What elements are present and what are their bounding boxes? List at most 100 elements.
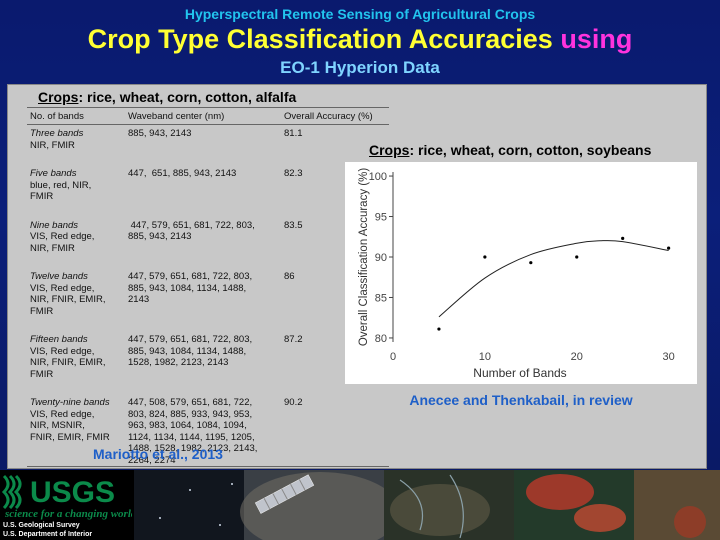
bands-table-body: Three bands NIR, FMIR 885, 943, 2143 81.1 Fi… bbox=[27, 125, 389, 467]
usgs-line-1: U.S. Geological Survey bbox=[3, 522, 80, 529]
band-regions: NIR, FMIR bbox=[30, 242, 75, 254]
right-citation: Anecee and Thenkabail, in review bbox=[409, 392, 633, 408]
band-regions: VIS, Red edge, bbox=[30, 345, 95, 357]
band-count: Three bands bbox=[30, 128, 84, 139]
waveband-line: 2264, 2274 bbox=[128, 454, 176, 466]
cell-waveband: 447, 508, 579, 651, 681, 722, 803, 824, 8… bbox=[125, 394, 281, 467]
left-citation: Mariotto et al., 2013 bbox=[93, 446, 223, 462]
footer-satellite-imagery bbox=[134, 470, 720, 540]
x-axis-label: Number of Bands bbox=[473, 366, 566, 380]
waveband-line: 885, 943, 2143 bbox=[128, 128, 192, 139]
table-row: Twenty-nine bands VIS, Red edge, NIR, MSNI… bbox=[27, 394, 389, 467]
cell-bands: Nine bands VIS, Red edge, NIR, FMIR bbox=[27, 217, 125, 269]
cell-waveband: 885, 943, 2143 bbox=[125, 125, 281, 166]
band-regions: FMIR bbox=[30, 368, 54, 380]
usgs-block: USGS science for a changing world U.S. G… bbox=[0, 470, 134, 540]
band-count: Nine bands bbox=[30, 219, 79, 231]
right-crops-list: : rice, wheat, corn, cotton, soybeans bbox=[409, 142, 652, 158]
y-tick-label: 90 bbox=[375, 252, 387, 264]
data-point bbox=[621, 236, 625, 240]
data-point bbox=[437, 327, 441, 331]
bands-table: No. of bands Waveband center (nm) Overal… bbox=[27, 107, 389, 467]
waveband-line: 1488, 1528, 1982, 2123, 2143, bbox=[128, 443, 258, 454]
right-crops-label: Crops bbox=[369, 142, 410, 158]
main-title: Crop Type Classification Accuracies usin… bbox=[0, 24, 720, 55]
left-crops-heading: Crops: rice, wheat, corn, cotton, alfalf… bbox=[38, 89, 296, 105]
waveband-line: 1124, 1134, 1144, 1195, 1205, bbox=[128, 431, 255, 443]
band-regions: blue, red, NIR, bbox=[30, 179, 92, 191]
waveband-line: 447, 579, 651, 681, 722, 803, bbox=[128, 334, 253, 345]
waveband-line: 885, 943, 1084, 1134, 1488, bbox=[128, 282, 247, 294]
table-row: Twelve bands VIS, Red edge, NIR, FNIR, EMI… bbox=[27, 268, 389, 331]
band-count: Five bands bbox=[30, 168, 77, 179]
left-crops-list: : rice, wheat, corn, cotton, alfalfa bbox=[78, 89, 297, 105]
cell-bands: Twenty-nine bands VIS, Red edge, NIR, MSNI… bbox=[27, 394, 125, 467]
x-tick-label: 20 bbox=[571, 351, 583, 363]
band-count: Fifteen bands bbox=[30, 334, 88, 345]
band-regions: FMIR bbox=[30, 305, 54, 317]
band-count: Twenty-nine bands bbox=[30, 397, 110, 408]
chart-container: 80 85 90 95 100 0 10 20 30 Number of Bands Overall… bbox=[345, 162, 697, 384]
table-row: Five bands blue, red, NIR, FMIR 447, 651, 8… bbox=[27, 165, 389, 217]
y-tick-label: 80 bbox=[375, 333, 387, 345]
y-tick-label: 85 bbox=[375, 292, 387, 304]
data-point bbox=[529, 261, 533, 265]
waveband-line: 885, 943, 1084, 1134, 1488, bbox=[128, 345, 247, 357]
left-crops-label: Crops bbox=[38, 89, 79, 105]
cell-waveband: 447, 651, 885, 943, 2143 bbox=[125, 165, 281, 217]
cell-waveband: 447, 579, 651, 681, 722, 803, 885, 943, 1… bbox=[125, 268, 281, 331]
x-tick-label: 0 bbox=[390, 351, 396, 363]
band-regions: NIR, FNIR, EMIR, bbox=[30, 357, 106, 368]
waveband-line: 803, 824, 885, 933, 943, 953, bbox=[128, 408, 253, 420]
cell-bands: Three bands NIR, FMIR bbox=[27, 125, 125, 166]
main-title-highlight: using bbox=[560, 24, 633, 54]
top-title: Hyperspectral Remote Sensing of Agricult… bbox=[184, 6, 536, 22]
data-point bbox=[667, 246, 671, 250]
cell-accuracy: 86 bbox=[284, 271, 295, 282]
main-title-text: Crop Type Classification Accuracies bbox=[87, 24, 553, 54]
sub-title: EO-1 Hyperion Data bbox=[280, 58, 440, 77]
waveband-line: 447, 508, 579, 651, 681, 722, bbox=[128, 397, 253, 408]
cell-waveband: 447, 579, 651, 681, 722, 803, 885, 943, 2… bbox=[125, 217, 281, 269]
data-point bbox=[483, 255, 487, 259]
waveband-line: 1528, 1982, 2123, 2143 bbox=[128, 357, 229, 368]
band-regions: VIS, Red edge, bbox=[30, 231, 95, 242]
waveband-line: 447, 651, 885, 943, 2143 bbox=[128, 168, 237, 179]
cell-bands: Fifteen bands VIS, Red edge, NIR, FNIR, EM… bbox=[27, 331, 125, 394]
bands-table-header: No. of bands Waveband center (nm) Overal… bbox=[27, 107, 389, 125]
footer: USGS science for a changing world U.S. G… bbox=[0, 470, 720, 540]
x-tick-label: 10 bbox=[479, 351, 491, 363]
header-accuracy: Overall Accuracy (%) bbox=[281, 107, 389, 125]
band-regions: FNIR, EMIR, FMIR bbox=[30, 431, 110, 443]
waveband-line: 447, 579, 651, 681, 722, 803, bbox=[128, 219, 255, 231]
fit-curve bbox=[438, 240, 669, 318]
header-no-bands: No. of bands bbox=[27, 107, 125, 125]
x-tick-label: 30 bbox=[663, 351, 675, 363]
cell-accuracy: 81.1 bbox=[284, 128, 303, 139]
header-waveband: Waveband center (nm) bbox=[125, 107, 281, 125]
y-tick-label: 95 bbox=[375, 212, 387, 224]
cell-waveband: 447, 579, 651, 681, 722, 803, 885, 943, 1… bbox=[125, 331, 281, 394]
waveband-line: 963, 983, 1064, 1084, 1094, bbox=[128, 420, 247, 431]
band-regions: FMIR bbox=[30, 191, 54, 202]
band-regions: VIS, Red edge, bbox=[30, 282, 95, 294]
usgs-text: USGS bbox=[30, 476, 115, 509]
band-regions: NIR, MSNIR, bbox=[30, 420, 85, 431]
cell-bands: Five bands blue, red, NIR, FMIR bbox=[27, 165, 125, 217]
cell-accuracy: 83.5 bbox=[284, 219, 303, 231]
band-regions: NIR, FNIR, EMIR, bbox=[30, 294, 106, 305]
waveband-line: 885, 943, 2143 bbox=[128, 231, 192, 242]
right-crops-heading: Crops: rice, wheat, corn, cotton, soybea… bbox=[369, 142, 651, 158]
usgs-logo: USGS science for a changing world bbox=[2, 474, 132, 520]
y-axis-label: Overall Classification Accuracy (%) bbox=[358, 168, 370, 346]
cell-accuracy: 87.2 bbox=[284, 334, 303, 345]
data-point bbox=[575, 255, 579, 259]
table-row: Nine bands VIS, Red edge, NIR, FMIR 447, 5… bbox=[27, 217, 389, 269]
waveband-line: 447, 579, 651, 681, 722, 803, bbox=[128, 271, 253, 282]
band-regions: NIR, FMIR bbox=[30, 139, 75, 151]
waveband-line: 2143 bbox=[128, 294, 150, 305]
cell-accuracy: 90.2 bbox=[281, 394, 389, 467]
accuracy-chart: 80 85 90 95 100 0 10 20 30 Number of Bands Overall… bbox=[358, 168, 675, 380]
cell-bands: Twelve bands VIS, Red edge, NIR, FNIR, EMI… bbox=[27, 268, 125, 331]
band-count: Twelve bands bbox=[30, 271, 88, 282]
